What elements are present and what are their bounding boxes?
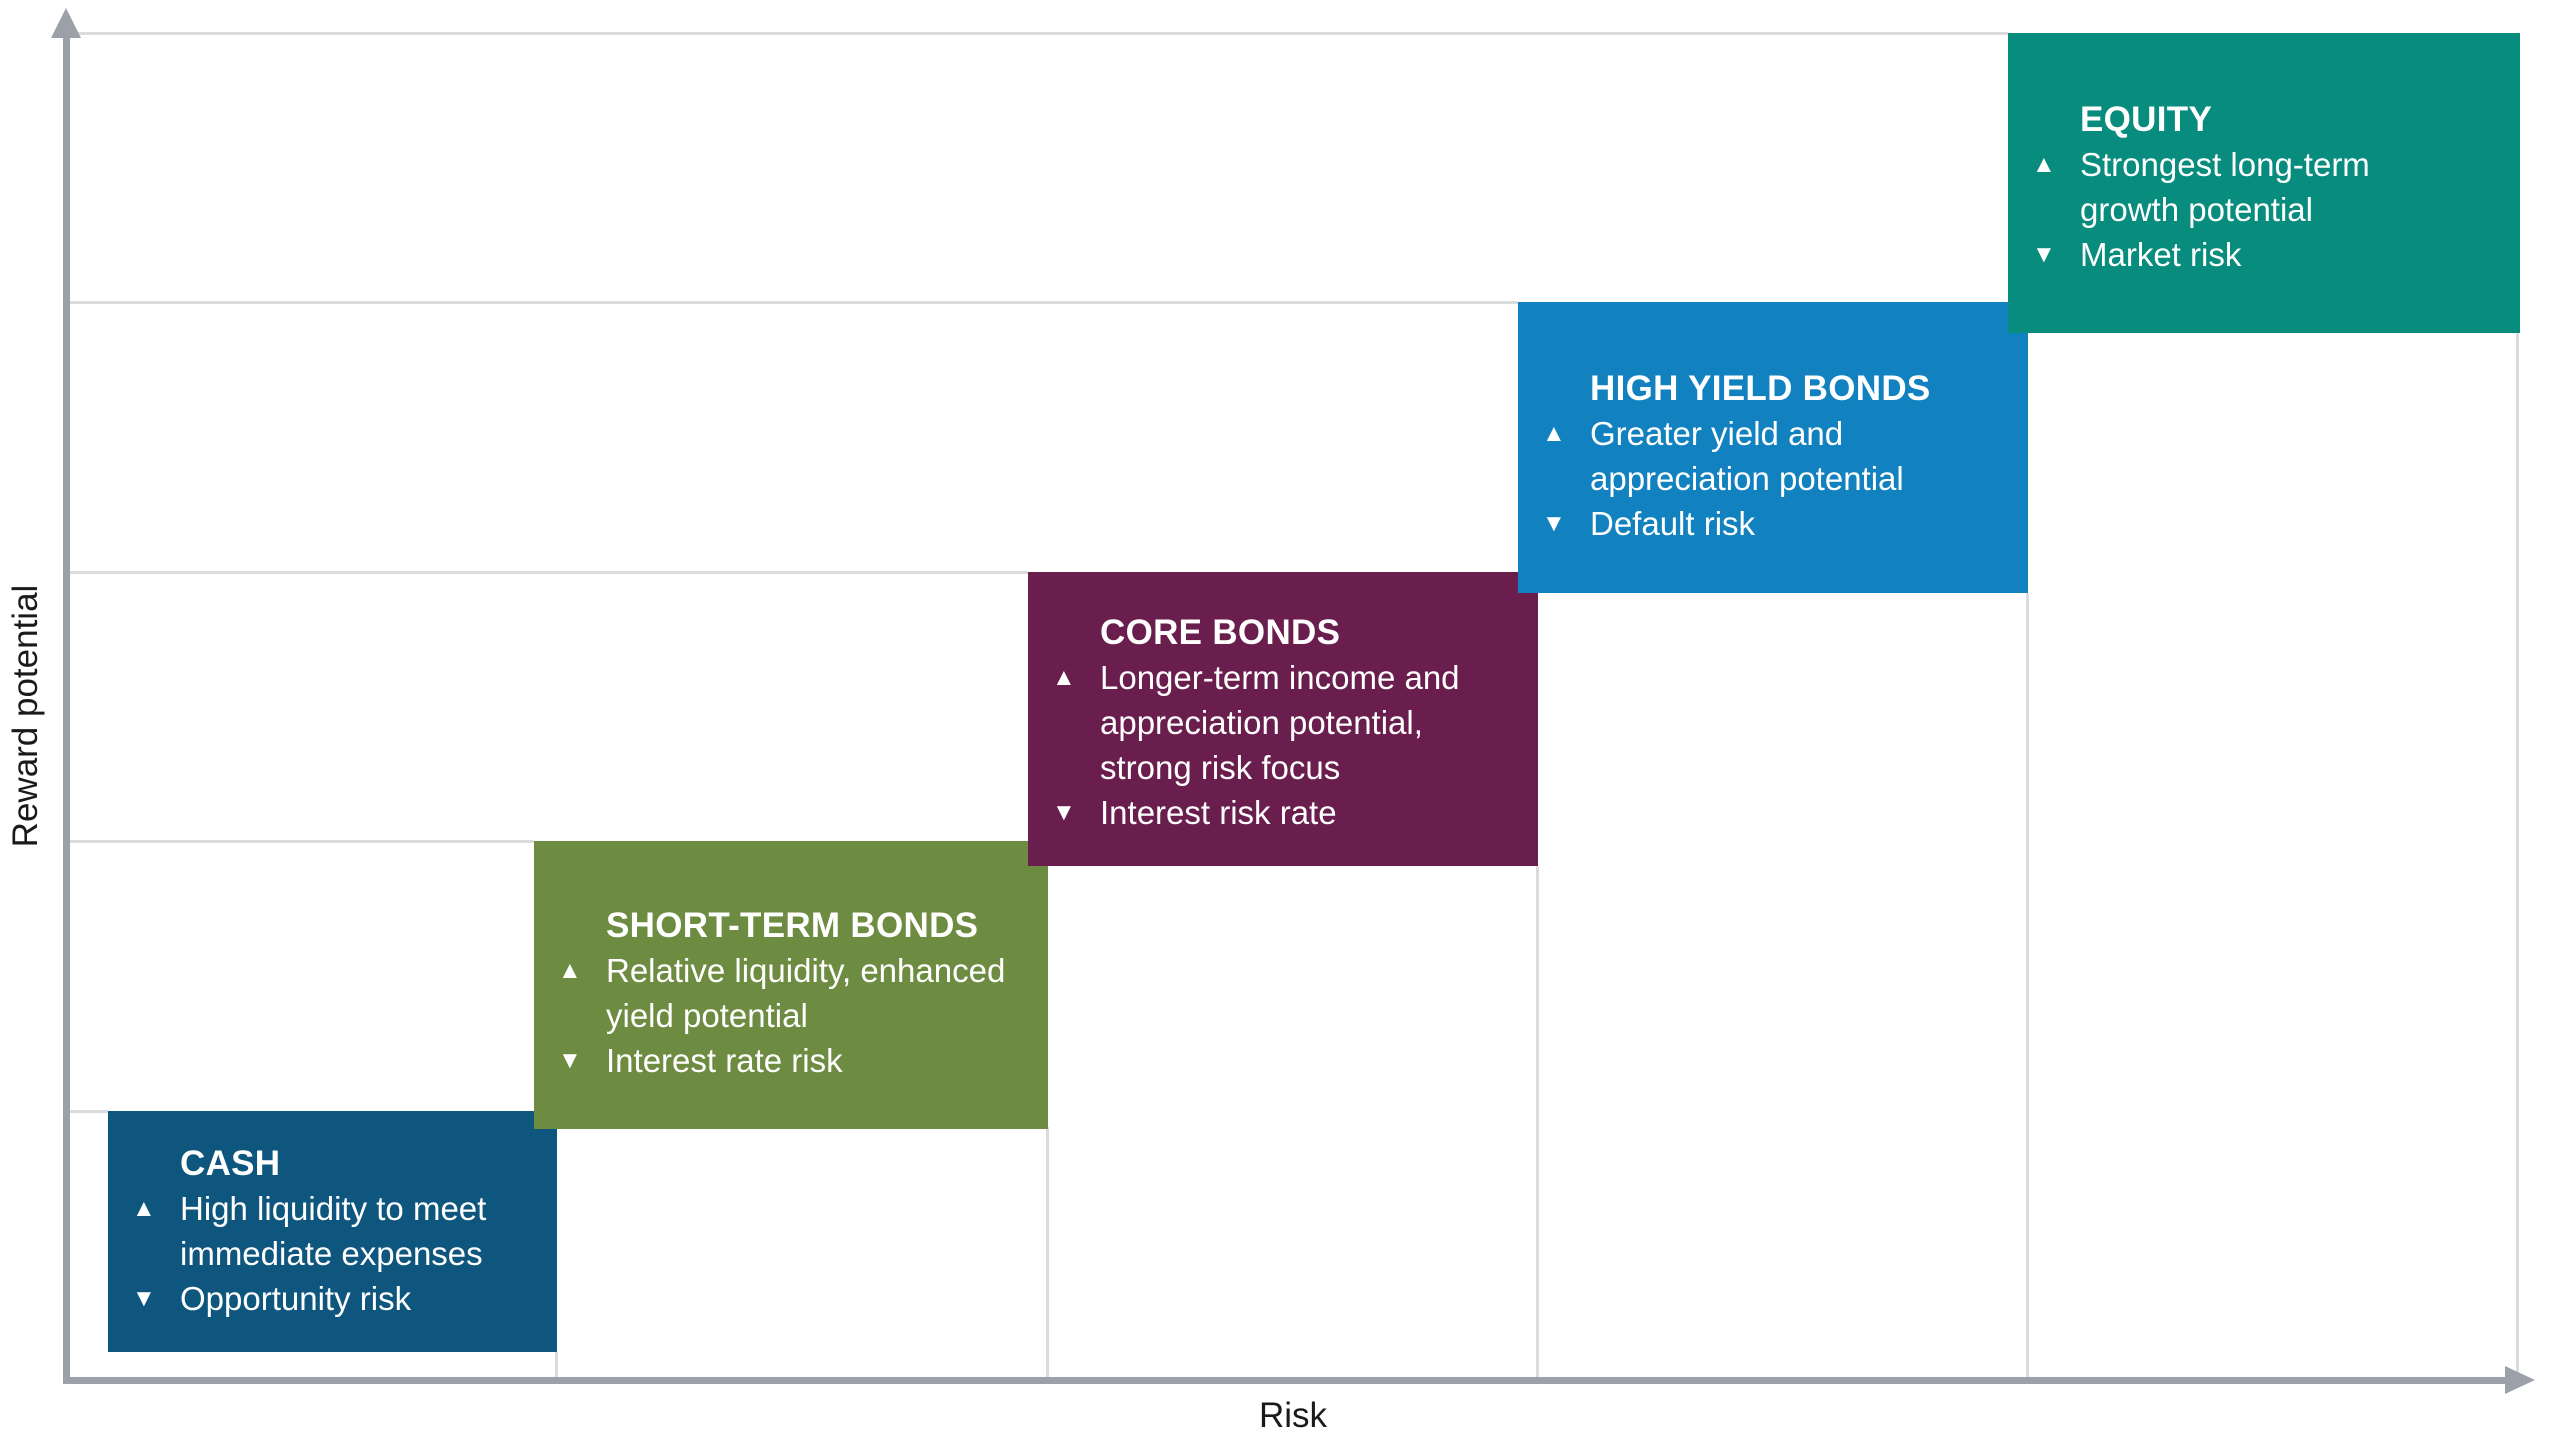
asset-pro-line: ▲ Strongest long-term growth potential (2032, 142, 2476, 232)
asset-con-text: Interest rate risk (606, 1042, 843, 1079)
gridline-vertical-short-term (1046, 1127, 1049, 1380)
asset-con-line: ▼ Interest rate risk (558, 1038, 1028, 1083)
asset-box-cash: CASH ▲ High liquidity to meet immediate … (108, 1111, 557, 1352)
asset-pro-line: ▲ High liquidity to meet immediate expen… (132, 1186, 537, 1276)
asset-con-text: Default risk (1590, 505, 1756, 542)
asset-box-equity: EQUITY ▲ Strongest long-term growth pote… (2008, 33, 2520, 333)
asset-pro-line: ▲ Longer-term income and appreciation po… (1052, 655, 1518, 790)
asset-pro-text: Strongest long-term growth potential (2080, 146, 2370, 228)
asset-con-line: ▼ Opportunity risk (132, 1276, 537, 1321)
asset-title-core-bonds: CORE BONDS (1100, 613, 1341, 652)
up-triangle-icon: ▲ (132, 1195, 156, 1222)
gridline-horizontal-high-yield (66, 301, 1518, 304)
gridline-vertical-cash (555, 1352, 558, 1380)
down-triangle-icon: ▼ (1542, 510, 1566, 537)
asset-con-text: Market risk (2080, 236, 2242, 273)
gridline-horizontal-core (66, 571, 1028, 574)
y-axis-label: Reward potential (6, 584, 45, 848)
asset-box-high-yield-bonds: HIGH YIELD BONDS ▲ Greater yield and app… (1518, 302, 2028, 593)
down-triangle-icon: ▼ (2032, 241, 2056, 268)
x-axis-arrow-right-icon (2505, 1366, 2535, 1394)
up-triangle-icon: ▲ (1542, 420, 1566, 447)
gridline-horizontal-short-term (66, 840, 534, 843)
asset-box-short-term-bonds: SHORT-TERM BONDS ▲ Relative liquidity, e… (534, 841, 1048, 1129)
gridline-vertical-high-yield (2026, 593, 2029, 1380)
y-axis-line (63, 28, 70, 1380)
asset-box-core-bonds: CORE BONDS ▲ Longer-term income and appr… (1028, 572, 1538, 866)
asset-con-line: ▼ Market risk (2032, 232, 2476, 277)
asset-con-text: Interest risk rate (1100, 794, 1337, 831)
asset-title-short-term-bonds: SHORT-TERM BONDS (606, 906, 979, 945)
gridline-vertical-equity (2516, 333, 2519, 1380)
down-triangle-icon: ▼ (132, 1285, 156, 1312)
asset-title-equity: EQUITY (2080, 100, 2213, 139)
gridline-horizontal-equity (66, 32, 2008, 35)
down-triangle-icon: ▼ (558, 1047, 582, 1074)
asset-con-text: Opportunity risk (180, 1280, 412, 1317)
up-triangle-icon: ▲ (558, 957, 582, 984)
up-triangle-icon: ▲ (1052, 664, 1076, 691)
asset-title-high-yield-bonds: HIGH YIELD BONDS (1590, 369, 1931, 408)
asset-con-line: ▼ Interest risk rate (1052, 790, 1518, 835)
asset-pro-line: ▲ Greater yield and appreciation potenti… (1542, 411, 2008, 501)
asset-con-line: ▼ Default risk (1542, 501, 2008, 546)
asset-pro-text: High liquidity to meet immediate expense… (180, 1190, 487, 1272)
x-axis-line (63, 1377, 2511, 1384)
asset-pro-line: ▲ Relative liquidity, enhanced yield pot… (558, 948, 1028, 1038)
up-triangle-icon: ▲ (2032, 151, 2056, 178)
asset-pro-text: Relative liquidity, enhanced yield poten… (606, 952, 1006, 1034)
y-axis-arrow-up-icon (51, 8, 81, 38)
x-axis-label: Risk (1258, 1396, 1328, 1435)
asset-title-cash: CASH (180, 1144, 281, 1183)
asset-pro-text: Longer-term income and appreciation pote… (1100, 659, 1460, 786)
gridline-vertical-core (1536, 866, 1539, 1380)
asset-pro-text: Greater yield and appreciation potential (1590, 415, 1904, 497)
down-triangle-icon: ▼ (1052, 799, 1076, 826)
gridline-horizontal-cash (66, 1110, 108, 1113)
